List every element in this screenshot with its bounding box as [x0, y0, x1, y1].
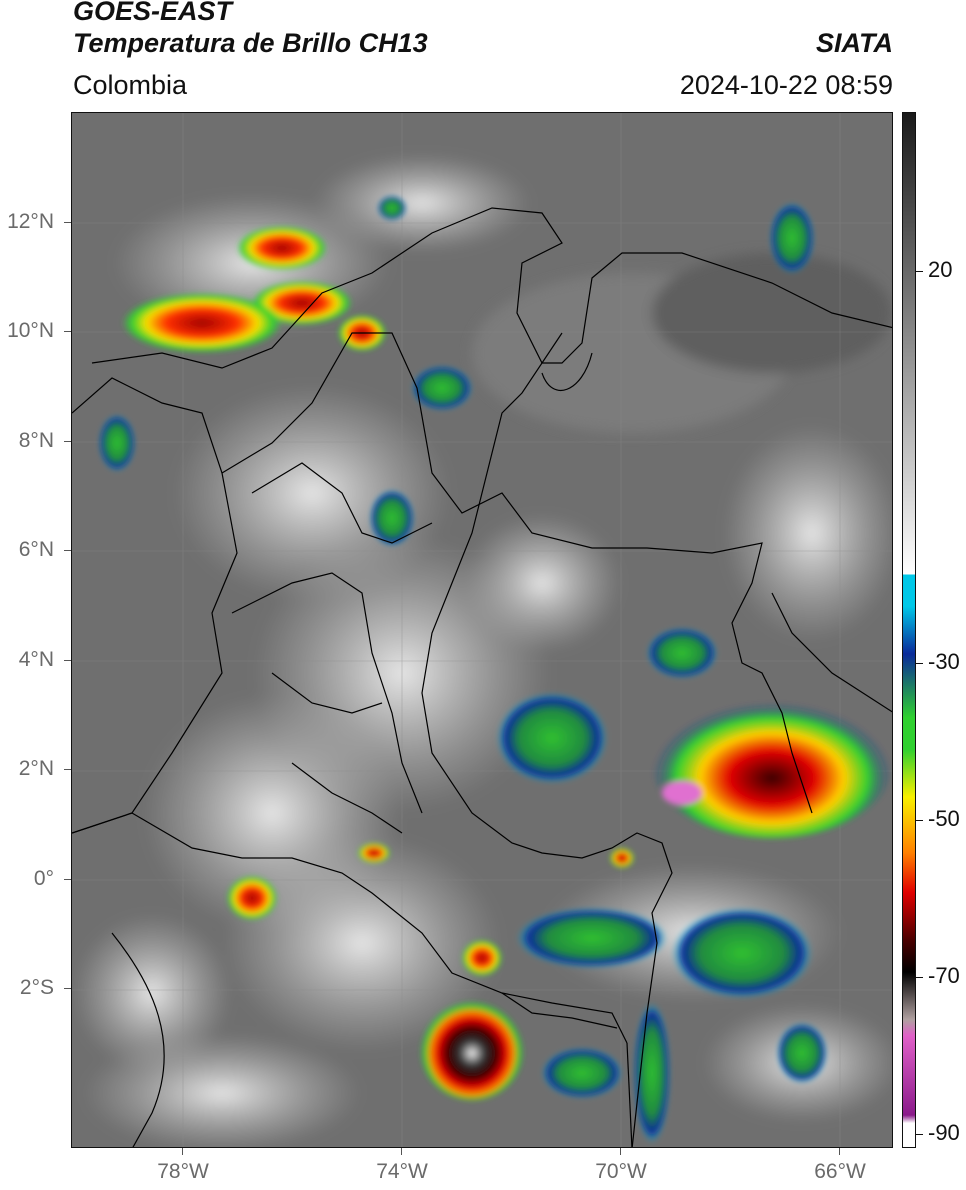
- dept-borders-1: [231, 572, 423, 814]
- lon-tick: [620, 1148, 621, 1155]
- agency-label: SIATA: [816, 28, 893, 58]
- colorbar-label-m70: -70: [928, 963, 960, 988]
- cell-amazon-sw: [542, 1048, 622, 1098]
- lon-label-74w: 74°W: [376, 1160, 428, 1183]
- ecuador-peru-border: [72, 812, 628, 1044]
- lon-tick: [182, 1148, 183, 1155]
- colorbar-tick: [916, 271, 923, 272]
- guyana-border: [771, 592, 892, 713]
- amazon-river: [501, 992, 618, 1029]
- cell-guajira: [378, 196, 406, 220]
- caribbean-coastline: [91, 207, 892, 369]
- colorbar-label-m90: -90: [928, 1120, 960, 1145]
- pacific-coastline: [72, 377, 238, 834]
- lat-label-0: 0°: [33, 867, 54, 890]
- cell-santander: [370, 490, 414, 546]
- cell-vaupes-band: [517, 908, 667, 968]
- region-label: Colombia: [73, 70, 188, 100]
- venezuela-border: [221, 332, 813, 814]
- lat-label-4n: 4°N: [18, 648, 54, 671]
- datetime-label: 2024-10-22 08:59: [679, 70, 893, 100]
- lat-tick: [64, 222, 71, 223]
- storm-amazonas-sw: [420, 996, 524, 1100]
- cell-caribbean-3: [122, 293, 282, 353]
- cell-orinoco: [647, 628, 717, 678]
- cloud-field: [72, 153, 892, 1147]
- lat-label-2s: 2°S: [19, 976, 54, 999]
- storm-amazonas-east: [652, 688, 892, 838]
- colorbar-label-m30: -30: [928, 649, 960, 674]
- lat-tick: [64, 879, 71, 880]
- lat-tick: [64, 441, 71, 442]
- colorbar-tick: [916, 1134, 923, 1135]
- peru-coast: [111, 932, 165, 1147]
- lat-tick: [64, 331, 71, 332]
- colorbar-tick: [916, 820, 923, 821]
- lat-label-2n: 2°N: [18, 757, 54, 780]
- cell-amazon-east: [672, 908, 812, 998]
- lat-tick: [64, 660, 71, 661]
- satellite-title: GOES-EAST: [73, 0, 233, 26]
- lat-tick: [64, 769, 71, 770]
- product-title: Temperatura de Brillo CH13: [73, 28, 428, 58]
- satellite-map[interactable]: [71, 112, 893, 1148]
- cell-caribbean-1: [237, 226, 327, 270]
- lon-tick: [839, 1148, 840, 1155]
- dept-borders-4: [291, 762, 403, 834]
- lon-label-66w: 66°W: [814, 1160, 866, 1183]
- cell-caribbean-east: [770, 203, 814, 273]
- colorbar-tick: [916, 663, 923, 664]
- cold-top-pink: [662, 781, 702, 805]
- lat-label-8n: 8°N: [18, 429, 54, 452]
- graticule: [72, 113, 892, 1147]
- lat-label-12n: 12°N: [7, 210, 54, 233]
- lake-maracaibo: [541, 352, 593, 391]
- colorbar-tick: [916, 977, 923, 978]
- cell-catatumbo: [412, 366, 472, 410]
- lon-label-78w: 78°W: [157, 1160, 209, 1183]
- colorbar-label-20: 20: [928, 257, 953, 282]
- convective-cells: [99, 196, 892, 1143]
- lat-label-6n: 6°N: [18, 538, 54, 561]
- colombia-east-border: [421, 332, 673, 1147]
- colorbar-label-m50: -50: [928, 806, 960, 831]
- lat-label-10n: 10°N: [7, 319, 54, 342]
- cell-vichada: [497, 693, 607, 783]
- lon-label-70w: 70°W: [595, 1160, 647, 1183]
- cell-putumayo: [227, 876, 277, 920]
- temperature-colorbar: [902, 112, 916, 1148]
- brazil-border: [626, 1042, 633, 1147]
- lat-tick: [64, 988, 71, 989]
- lon-tick: [401, 1148, 402, 1155]
- cell-brazil: [777, 1023, 827, 1083]
- map-canvas: [72, 113, 892, 1147]
- cell-amazon-south: [634, 1003, 670, 1143]
- dept-borders-3: [271, 672, 383, 714]
- borders: [72, 207, 892, 1147]
- cell-amazon-north: [462, 940, 502, 976]
- cell-caqueta: [358, 843, 390, 863]
- cell-vaupes: [610, 848, 634, 868]
- cell-uraba: [99, 415, 135, 471]
- dept-borders-2: [251, 462, 433, 544]
- lat-tick: [64, 550, 71, 551]
